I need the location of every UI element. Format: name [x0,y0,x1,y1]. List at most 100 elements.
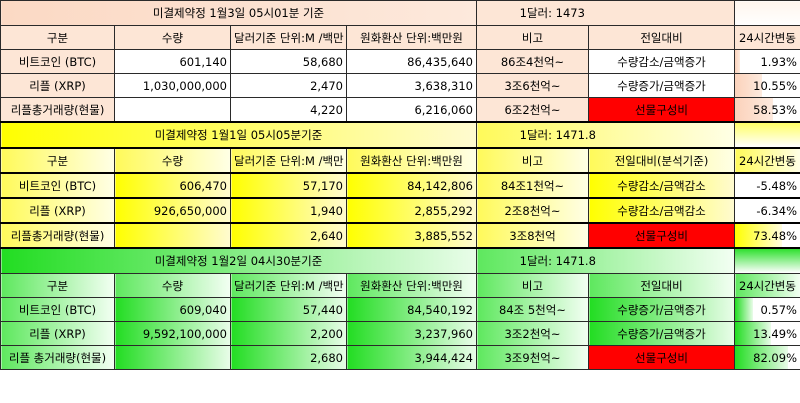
row-compare: 선물구성비 [588,345,735,370]
change-bar [735,74,763,97]
row-change-value: 0.57% [760,302,797,317]
row-usd: 57,170 [230,172,347,199]
row-usd: 1,940 [230,197,347,224]
row-krw: 3,944,424 [346,345,477,370]
header-compare: 전일대비(분석기준) [588,147,735,174]
table-row: 비트코인 (BTC) 606,470 57,170 84,142,806 84조… [0,172,800,199]
row-note: 84조 5천억~ [476,297,589,322]
row-change: 82.09% [734,345,800,370]
header-compare: 전일대비 [588,25,735,50]
row-name: 리플 총거래량(현물) [0,345,115,370]
exchange-rate: 1달러: 1471.8 [476,121,735,149]
row-compare: 수량증가/금액증가 [588,297,735,322]
header-quantity: 수량 [114,273,231,298]
row-name: 리플 (XRP) [0,73,115,98]
table-row: 리플총거래량(현물) 2,640 3,885,552 3조8천억 선물구성비 7… [0,222,800,249]
header-krw: 원화환산 단위:백만원 [346,147,477,174]
row-change: 0.57% [734,297,800,322]
row-name: 리플총거래량(현물) [0,97,115,123]
row-note: 6조2천억~ [476,97,589,123]
row-compare: 수량증가/금액증가 [588,321,735,346]
row-quantity: 9,592,100,000 [114,321,231,346]
blank-cell [734,121,800,149]
table-row: 리플 (XRP) 926,650,000 1,940 2,855,292 2조8… [0,197,800,224]
table-row: 리플 총거래량(현물) 2,680 3,944,424 3조9천억~ 선물구성비… [0,345,800,370]
header-note: 비고 [476,273,589,298]
exchange-rate: 1달러: 1471.8 [476,247,735,274]
row-usd: 2,680 [230,345,347,370]
header-change: 24시간변동 [734,147,800,174]
row-name: 리플 (XRP) [0,197,115,224]
section-jan2: 미결제약정 1월2일 04시30분기준 1달러: 1471.8 구분 수량 달러… [0,247,800,370]
section-title: 미결제약정 1월1일 05시05분기준 [0,121,477,149]
row-name: 비트코인 (BTC) [0,49,115,74]
row-krw: 84,142,806 [346,172,477,199]
row-compare: 수량감소/금액감소 [588,172,735,199]
exchange-rate-value: 1473 [555,6,585,20]
section-jan1: 미결제약정 1월1일 05시05분기준 1달러: 1471.8 구분 수량 달러… [0,121,800,249]
row-usd: 2,640 [230,222,347,249]
row-change: 1.93% [734,49,800,74]
change-bar [735,346,789,369]
change-bar [735,298,754,321]
table-row: 리플 (XRP) 9,592,100,000 2,200 3,237,960 3… [0,321,800,346]
row-note: 3조6천억~ [476,73,589,98]
row-note: 3조9천억~ [476,345,589,370]
row-quantity: 926,650,000 [114,197,231,224]
header-krw: 원화환산 단위:백만원 [346,273,477,298]
table-row: 비트코인 (BTC) 609,040 57,440 84,540,192 84조… [0,297,800,322]
header-change: 24시간변동 [734,273,800,298]
change-bar [735,50,741,73]
row-change: -5.48% [734,172,800,199]
row-usd: 58,680 [230,49,347,74]
row-change: 13.49% [734,321,800,346]
row-usd: 2,200 [230,321,347,346]
header-quantity: 수량 [114,25,231,50]
futures-open-interest-table: 미결제약정 1월3일 05시01분 기준 1달러: 1473 구분 수량 달러기… [0,0,800,370]
exchange-rate-label: 1달러: [519,6,552,20]
row-quantity: 606,470 [114,172,231,199]
row-change: 58.53% [734,97,800,123]
row-change-value: 10.55% [753,78,797,93]
row-change: 73.48% [734,222,800,249]
row-note: 84조1천억~ [476,172,589,199]
header-usd: 달러기준 단위:M /백만 [230,273,347,298]
row-note: 86조4천억~ [476,49,589,74]
header-category: 구분 [0,25,115,50]
row-compare: 선물구성비 [588,222,735,249]
row-compare: 수량증가/금액증가 [588,73,735,98]
row-krw: 3,638,310 [346,73,477,98]
row-usd: 4,220 [230,97,347,123]
section-title: 미결제약정 1월2일 04시30분기준 [0,247,477,274]
row-quantity: 601,140 [114,49,231,74]
exchange-rate-label: 1달러: [519,128,552,142]
row-change-value: 82.09% [753,350,797,365]
row-name: 리플총거래량(현물) [0,222,115,249]
table-row: 비트코인 (BTC) 601,140 58,680 86,435,640 86조… [0,49,800,74]
row-quantity: 609,040 [114,297,231,322]
row-name: 리플 (XRP) [0,321,115,346]
header-change: 24시간변동 [734,25,800,50]
change-bar [735,322,771,345]
row-change-value: 58.53% [753,102,797,117]
row-change-value: 13.49% [753,326,797,341]
blank-cell [734,0,800,26]
row-change-value: -6.34% [756,203,797,218]
row-note: 3조2천억~ [476,321,589,346]
row-quantity [114,345,231,370]
header-note: 비고 [476,147,589,174]
row-usd: 57,440 [230,297,347,322]
header-note: 비고 [476,25,589,50]
exchange-rate-label: 1달러: [519,254,552,268]
row-krw: 86,435,640 [346,49,477,74]
row-change-value: 1.93% [760,54,797,69]
row-quantity: 1,030,000,000 [114,73,231,98]
row-change: -6.34% [734,197,800,224]
header-krw: 원화환산 단위:백만원 [346,25,477,50]
header-category: 구분 [0,273,115,298]
row-compare: 선물구성비 [588,97,735,123]
row-name: 비트코인 (BTC) [0,172,115,199]
header-usd: 달러기준 단위:M /백만 [230,25,347,50]
change-bar [735,225,783,247]
row-krw: 6,216,060 [346,97,477,123]
